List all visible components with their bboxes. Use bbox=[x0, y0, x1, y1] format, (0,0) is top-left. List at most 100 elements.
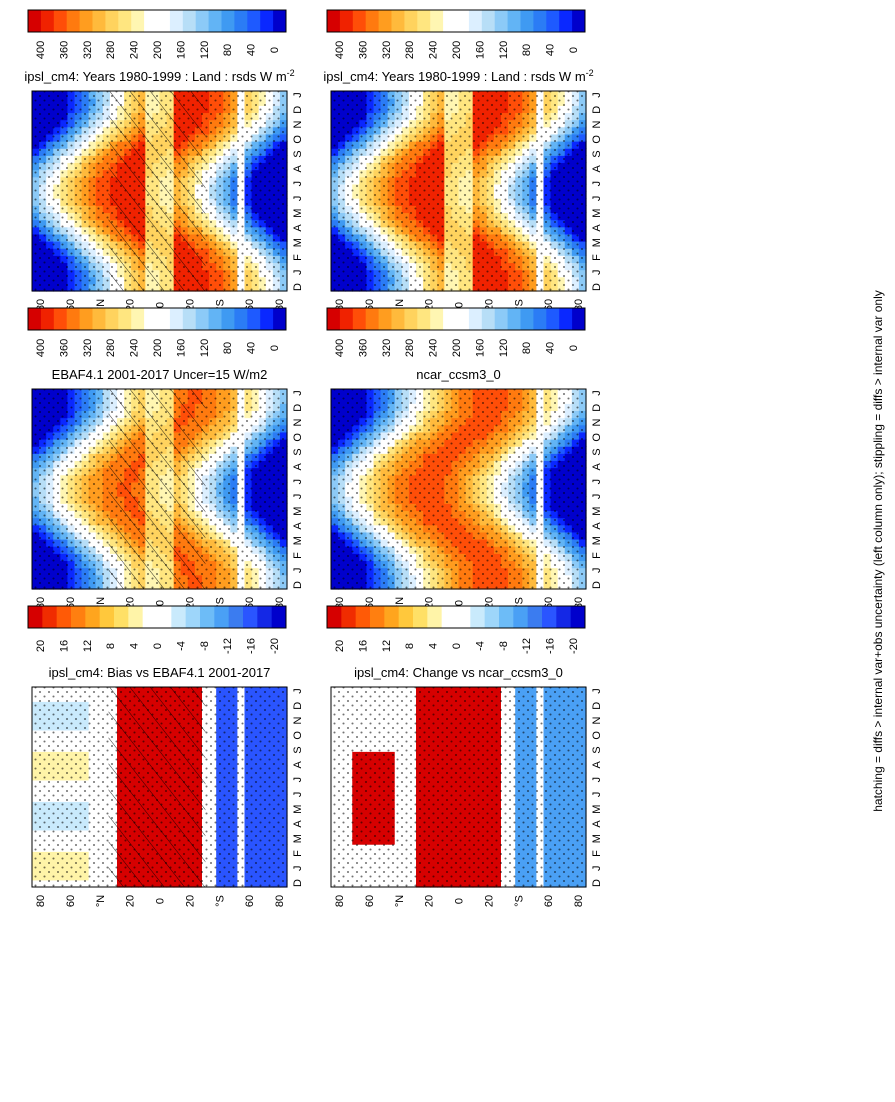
colorbar-tick-label: 120 bbox=[199, 41, 211, 59]
colorbar-swatch bbox=[144, 10, 158, 32]
month-tick-label: J bbox=[292, 494, 304, 500]
colorbar-tick-label: 320 bbox=[381, 339, 393, 357]
colorbar-swatch bbox=[157, 10, 171, 32]
colorbar-frame bbox=[326, 307, 586, 331]
colorbar-tick-label: 80 bbox=[521, 44, 533, 56]
colorbar-tick-label: 80 bbox=[222, 44, 234, 56]
colorbar-tick-label: 200 bbox=[152, 339, 164, 357]
latitude-tick-label: 0 bbox=[155, 302, 167, 308]
colorbar-swatch bbox=[195, 308, 210, 330]
month-tick-label: F bbox=[591, 254, 603, 261]
panel-title: ipsl_cm4: Years 1980-1999 : Land : rsds … bbox=[24, 68, 294, 84]
month-tick-label: S bbox=[591, 150, 603, 157]
colorbar-swatch bbox=[404, 308, 418, 330]
colorbar-swatch bbox=[481, 10, 496, 32]
month-tick-label: N bbox=[292, 121, 304, 129]
colorbar-swatch bbox=[378, 10, 392, 32]
colorbar-swatch bbox=[53, 10, 68, 32]
month-tick-label: D bbox=[591, 106, 603, 114]
colorbar-swatch bbox=[456, 10, 470, 32]
month-tick-label: S bbox=[292, 150, 304, 157]
colorbar-swatch bbox=[28, 10, 42, 32]
month-tick-label: J bbox=[292, 390, 304, 396]
colorbar-swatch bbox=[182, 308, 197, 330]
colorbar-swatch bbox=[105, 10, 119, 32]
colorbar-swatch bbox=[40, 10, 55, 32]
month-tick-label: O bbox=[292, 433, 304, 442]
month-tick-label: O bbox=[591, 433, 603, 442]
month-tick-label: F bbox=[591, 552, 603, 559]
colorbar-swatch bbox=[507, 308, 521, 330]
latitude-tick-label: °S bbox=[214, 597, 226, 609]
colorbar-swatch bbox=[339, 10, 354, 32]
month-tick-label: J bbox=[591, 92, 603, 98]
colorbar-swatch bbox=[28, 308, 42, 330]
month-tick-label: A bbox=[292, 463, 304, 471]
month-tick-label: F bbox=[292, 254, 304, 261]
month-tick-label: M bbox=[591, 238, 603, 247]
colorbar-swatch bbox=[79, 10, 93, 32]
colorbar-swatch bbox=[468, 308, 483, 330]
panel-title-superscript: -2 bbox=[586, 68, 594, 78]
colorbar-swatch bbox=[53, 308, 68, 330]
month-tick-label: M bbox=[292, 536, 304, 545]
colorbar-tick-label: 160 bbox=[175, 41, 187, 59]
colorbar-swatch bbox=[494, 10, 509, 32]
colorbar-tick-label: 400 bbox=[35, 41, 47, 59]
colorbar-tick-label: 280 bbox=[404, 41, 416, 59]
panel-title: ncar_ccsm3_0 bbox=[416, 367, 501, 382]
colorbar-swatch bbox=[169, 308, 184, 330]
colorbar-swatch bbox=[404, 10, 418, 32]
colorbar-swatch bbox=[559, 10, 573, 32]
month-tick-label: M bbox=[591, 536, 603, 545]
month-tick-label: D bbox=[292, 283, 304, 291]
colorbar-tick-label: 200 bbox=[451, 339, 463, 357]
month-tick-label: J bbox=[292, 196, 304, 202]
colorbar-swatch bbox=[391, 308, 405, 330]
colorbar-tick-label: 360 bbox=[357, 41, 369, 59]
colorbar-tick-label: 0 bbox=[568, 345, 580, 351]
colorbar-tick-label: 160 bbox=[474, 339, 486, 357]
colorbar-swatch bbox=[273, 10, 287, 32]
month-tick-label: J bbox=[292, 479, 304, 485]
month-tick-label: A bbox=[591, 224, 603, 232]
plot-frame bbox=[31, 90, 288, 292]
plot-frame bbox=[31, 388, 288, 590]
colorbar: 400 360 320 280 240 200 160 120 80 40 0 bbox=[27, 9, 287, 59]
colorbar-swatch bbox=[559, 308, 573, 330]
colorbar-swatch bbox=[157, 308, 171, 330]
colorbar-swatch bbox=[169, 10, 184, 32]
panel-title-superscript: -2 bbox=[287, 68, 295, 78]
colorbar-swatch bbox=[481, 308, 496, 330]
colorbar-swatch bbox=[365, 308, 380, 330]
colorbar-swatch bbox=[327, 308, 341, 330]
month-tick-label: M bbox=[292, 238, 304, 247]
colorbar-tick-label: 320 bbox=[82, 339, 94, 357]
colorbar-swatch bbox=[365, 10, 380, 32]
colorbar-frame bbox=[27, 9, 287, 33]
latitude-tick-label: 0 bbox=[155, 600, 167, 606]
colorbar-swatch bbox=[456, 308, 470, 330]
colorbar-tick-label: 200 bbox=[152, 41, 164, 59]
colorbar-tick-label: 240 bbox=[129, 339, 141, 357]
month-tick-label: D bbox=[591, 404, 603, 412]
colorbar-tick-label: 320 bbox=[82, 41, 94, 59]
month-tick-label: A bbox=[591, 463, 603, 471]
month-tick-label: D bbox=[591, 283, 603, 291]
colorbar-swatch bbox=[339, 308, 354, 330]
month-tick-label: J bbox=[591, 390, 603, 396]
colorbar-tick-label: 400 bbox=[334, 41, 346, 59]
plot-frame bbox=[330, 90, 587, 292]
latitude-tick-label: °S bbox=[214, 299, 226, 311]
colorbar-tick-label: 160 bbox=[175, 339, 187, 357]
month-tick-label: N bbox=[591, 121, 603, 129]
colorbar-tick-label: 320 bbox=[381, 41, 393, 59]
month-tick-label: A bbox=[292, 224, 304, 232]
colorbar-swatch bbox=[182, 10, 197, 32]
month-tick-label: A bbox=[292, 522, 304, 530]
colorbar-swatch bbox=[221, 308, 235, 330]
colorbar-swatch bbox=[572, 10, 586, 32]
colorbar-tick-label: 240 bbox=[428, 339, 440, 357]
